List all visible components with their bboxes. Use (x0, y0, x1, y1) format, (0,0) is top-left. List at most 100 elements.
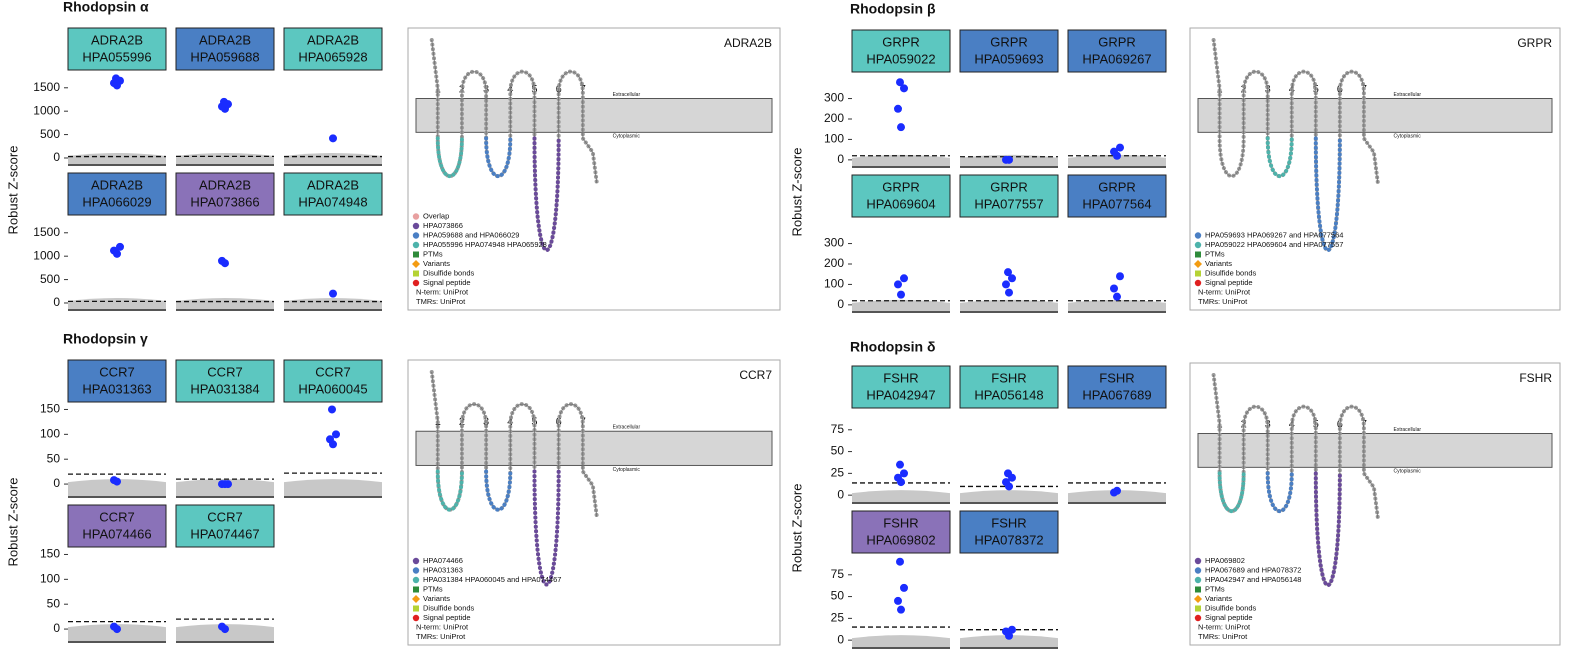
membrane (1197, 98, 1553, 133)
data-point (218, 480, 226, 489)
antibody-box (1067, 365, 1167, 409)
cytoplasmic-label: Cytoplasmic (1394, 469, 1422, 475)
antibody-id: HPA066029 (82, 194, 151, 209)
antibody-box (851, 365, 951, 409)
y-axis-label: Robust Z-score (5, 146, 20, 235)
antibody-id: HPA056148 (974, 387, 1043, 402)
gene-label: ADRA2B (199, 177, 251, 192)
antibody-id: HPA055996 (82, 49, 151, 64)
snake-epitope (435, 469, 464, 512)
gene-label: GRPR (882, 34, 920, 49)
gene-label: CCR7 (207, 509, 242, 524)
cytoplasmic-label: Cytoplasmic (613, 467, 641, 473)
y-tick-label: 50 (831, 589, 845, 603)
legend-label: Variants (1205, 259, 1232, 268)
antibody-id: HPA078372 (974, 532, 1043, 547)
legend-marker (1195, 270, 1201, 277)
legend-note: N-term: UniProt (416, 287, 469, 296)
antibody-box (851, 174, 951, 218)
legend-marker (412, 213, 420, 220)
gene-label: GRPR (1098, 34, 1136, 49)
legend-label: Signal peptide (423, 278, 471, 287)
y-tick-label: 200 (824, 111, 844, 125)
data-point (1005, 288, 1013, 297)
antibody-box (959, 510, 1059, 554)
snake-epitope (1265, 471, 1294, 514)
legend-label: PTMs (1205, 249, 1225, 258)
legend-label: HPA069802 (1205, 556, 1245, 565)
legend-label: HPA031363 (423, 565, 463, 574)
background-distribution (960, 635, 1058, 648)
snake-epitope (532, 136, 561, 253)
legend-marker (412, 260, 420, 268)
y-tick-label: 0 (837, 152, 844, 166)
legend-marker (1194, 557, 1202, 565)
snake-gene: GRPR (1517, 36, 1552, 50)
y-tick-label: 0 (837, 632, 844, 646)
legend-label: PTMs (423, 584, 443, 593)
snake-epitope (532, 469, 561, 587)
gene-label: FSHR (1099, 370, 1134, 385)
data-point (894, 104, 902, 113)
antibody-id: HPA069604 (866, 196, 935, 211)
data-point (1002, 280, 1010, 289)
legend-label: Variants (423, 259, 450, 268)
legend-label: HPA073866 (423, 221, 463, 230)
data-point (224, 480, 232, 489)
data-point (1116, 272, 1124, 281)
legend-marker (1194, 614, 1202, 622)
data-point (896, 557, 904, 566)
gene-label: FSHR (883, 515, 918, 530)
data-point (900, 469, 908, 478)
data-point (1002, 627, 1010, 636)
data-point (896, 78, 904, 87)
legend-marker (1194, 241, 1202, 249)
data-point (218, 256, 226, 265)
gene-label: FSHR (883, 370, 918, 385)
y-tick-label: 100 (40, 427, 60, 441)
antibody-box (1067, 29, 1167, 73)
background-distribution (852, 299, 950, 312)
data-point (897, 605, 905, 614)
antibody-id: HPA077557 (974, 196, 1043, 211)
panel-title: Rhodopsin α (63, 0, 149, 15)
legend-note: TMRs: UniProt (416, 297, 466, 306)
legend-label: PTMs (1205, 584, 1225, 593)
snake-epitope (1265, 136, 1294, 179)
y-tick-label: 0 (837, 487, 844, 501)
antibody-id: HPA060045 (298, 381, 367, 396)
data-point (900, 583, 908, 592)
antibody-id: HPA059693 (974, 51, 1043, 66)
data-point (329, 289, 337, 298)
legend-marker (412, 567, 420, 574)
antibody-box (283, 27, 383, 71)
legend-label: HPA059688 and HPA066029 (423, 230, 519, 239)
background-distribution (176, 152, 274, 165)
legend-note: N-term: UniProt (416, 622, 469, 631)
legend-note: N-term: UniProt (1198, 287, 1251, 296)
y-tick-label: 0 (53, 150, 60, 164)
gene-label: FSHR (991, 370, 1026, 385)
antibody-box (1067, 174, 1167, 218)
data-point (1004, 268, 1012, 277)
antibody-id: HPA069802 (866, 532, 935, 547)
panel-title: Rhodopsin β (850, 1, 936, 17)
snake-epitope (1313, 136, 1342, 253)
data-point (116, 242, 124, 251)
legend-label: Overlap (423, 211, 449, 220)
data-point (329, 134, 337, 143)
legend-label: Disulfide bonds (423, 603, 475, 612)
gene-label: FSHR (991, 515, 1026, 530)
antibody-id: HPA031363 (82, 381, 151, 396)
data-point (894, 596, 902, 605)
y-axis-label: Robust Z-score (5, 478, 20, 567)
antibody-id: HPA059688 (190, 49, 259, 64)
gene-label: GRPR (882, 179, 920, 194)
antibody-box (67, 359, 167, 403)
y-tick-label: 0 (53, 295, 60, 309)
background-distribution (284, 297, 382, 310)
legend-marker (412, 279, 420, 287)
background-distribution (960, 490, 1058, 503)
antibody-box (851, 510, 951, 554)
